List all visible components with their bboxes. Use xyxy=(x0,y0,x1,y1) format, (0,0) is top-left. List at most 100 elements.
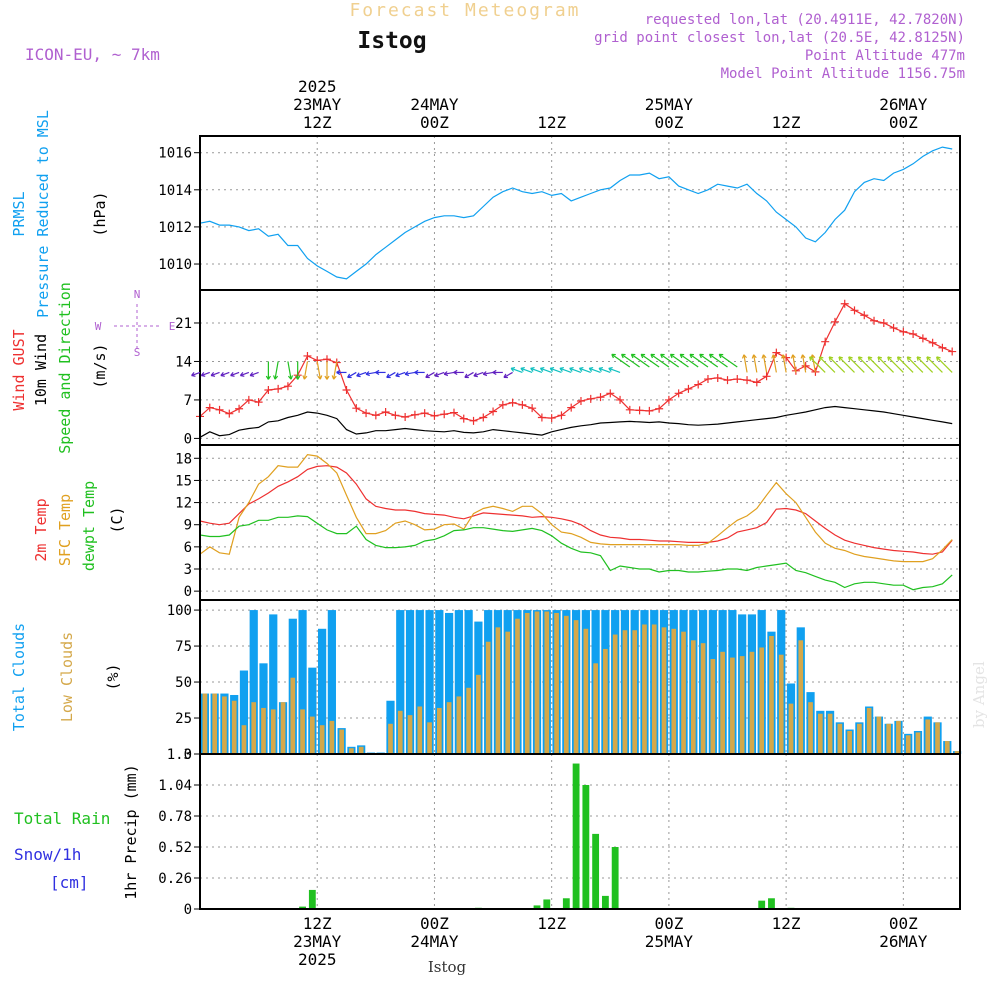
gust-marker xyxy=(655,404,664,413)
bar-low-clouds xyxy=(456,696,462,754)
wind-arrow xyxy=(877,356,894,373)
wind-arrow-head xyxy=(503,373,508,379)
bar-low-clouds xyxy=(749,651,755,754)
y-tick-label: 9 xyxy=(184,518,192,534)
bar-precip xyxy=(768,898,775,909)
gust-marker xyxy=(596,393,605,402)
bar-low-clouds xyxy=(319,725,325,754)
y-tick-label: 1012 xyxy=(158,220,192,236)
grid-coords: grid point closest lon,lat (20.5E, 42.81… xyxy=(594,30,965,46)
gust-marker xyxy=(557,411,566,420)
wind-arrow-head xyxy=(809,356,814,361)
gust-marker xyxy=(606,389,615,398)
bar-total-clouds xyxy=(239,670,249,754)
wind-arrow xyxy=(316,361,321,380)
bar-low-clouds xyxy=(466,687,471,754)
gust-marker xyxy=(264,386,273,395)
wind-arrow xyxy=(287,361,292,380)
time-label-top: 12Z xyxy=(303,113,332,132)
wind-arrow xyxy=(611,353,631,368)
y-tick-label: 21 xyxy=(175,316,192,332)
gust-marker xyxy=(703,375,712,384)
wind-arrow xyxy=(906,356,924,373)
bar-total-clouds xyxy=(298,610,307,754)
wind-arrow xyxy=(365,371,376,375)
gust-marker xyxy=(567,403,576,412)
wind-arrow xyxy=(801,354,807,373)
wind-arrow-head xyxy=(365,371,370,377)
gust-marker xyxy=(420,409,429,418)
wind-arrow-head xyxy=(780,354,787,359)
bar-precip xyxy=(543,899,551,909)
bar-total-clouds xyxy=(308,667,317,754)
wind-arrow xyxy=(386,371,396,378)
bar-precip xyxy=(601,895,609,909)
bar-low-clouds xyxy=(476,674,481,754)
bar-low-clouds xyxy=(544,611,550,754)
bar-low-clouds xyxy=(837,723,843,754)
gust-marker xyxy=(948,347,957,356)
gust-marker xyxy=(381,408,390,417)
wind-arrow-head xyxy=(669,353,675,359)
gust-marker xyxy=(401,412,410,421)
wind-arrow xyxy=(689,353,709,368)
wind-arrow-head xyxy=(857,356,863,361)
y-tick-label: 0.78 xyxy=(158,809,192,825)
time-label-bottom: 12Z xyxy=(537,914,566,933)
bar-low-clouds xyxy=(515,618,520,754)
wind-arrow-head xyxy=(230,372,235,377)
bar-low-clouds xyxy=(661,627,667,754)
wind-arrow-head xyxy=(302,375,308,380)
bar-low-clouds xyxy=(700,643,706,754)
wind-arrow-head xyxy=(848,356,853,361)
time-label-bottom: 2025 xyxy=(298,950,337,969)
y-axis-label: (m/s) xyxy=(91,343,109,388)
bar-low-clouds xyxy=(642,624,647,754)
header: Forecast Meteogram Istog ICON-EU, ~ 7km … xyxy=(25,0,988,976)
y-tick-label: 6 xyxy=(184,540,192,556)
gust-marker xyxy=(733,375,742,384)
compass-e: E xyxy=(169,320,176,333)
bar-low-clouds xyxy=(778,654,784,754)
wind-arrow-head xyxy=(718,353,724,359)
gust-marker xyxy=(508,398,517,407)
wind-arrow xyxy=(210,371,220,377)
gust-marker xyxy=(576,397,585,406)
bar-low-clouds xyxy=(280,702,286,754)
point-altitude: Point Altitude 477m xyxy=(805,48,965,64)
compass-rose: N S W E xyxy=(95,288,176,359)
wind-arrow-head xyxy=(200,372,206,377)
y-axis-label: 2m Temp xyxy=(32,498,50,561)
gust-marker xyxy=(840,299,849,308)
time-label-top: 25MAY xyxy=(645,95,694,114)
y-tick-label: 0.26 xyxy=(158,871,192,887)
gust-marker xyxy=(459,414,468,423)
bar-low-clouds xyxy=(261,707,266,754)
wind-arrow xyxy=(718,353,738,368)
wind-arrow xyxy=(230,371,240,377)
wind-arrow-head xyxy=(324,375,330,380)
y-axis-label: Total Rain xyxy=(14,809,110,828)
bar-low-clouds xyxy=(798,640,804,754)
bar-low-clouds xyxy=(436,707,442,754)
bar-total-clouds xyxy=(327,610,336,754)
bar-low-clouds xyxy=(710,659,716,754)
chart-title: Forecast Meteogram xyxy=(349,0,580,21)
y-axis-label: Snow/1h xyxy=(14,845,81,864)
gust-marker xyxy=(772,348,781,357)
wind-arrow-head xyxy=(453,369,458,376)
wind-arrow xyxy=(670,353,689,368)
wind-arrow xyxy=(630,353,650,368)
wind-arrow-head xyxy=(549,366,555,372)
compass-w: W xyxy=(95,320,102,333)
wind-arrow-head xyxy=(210,372,216,377)
gust-marker xyxy=(498,400,507,409)
panel-temperature: 0 3 6 9 12 15 18 2m Temp SFC Temp dewpt Temp (C) xyxy=(32,444,961,601)
gust-marker xyxy=(586,394,595,403)
wind-arrow xyxy=(699,353,719,368)
gust-marker xyxy=(664,395,673,404)
wind-arrow xyxy=(916,356,934,373)
bar-precip xyxy=(308,889,316,909)
wind-arrow xyxy=(838,356,855,373)
